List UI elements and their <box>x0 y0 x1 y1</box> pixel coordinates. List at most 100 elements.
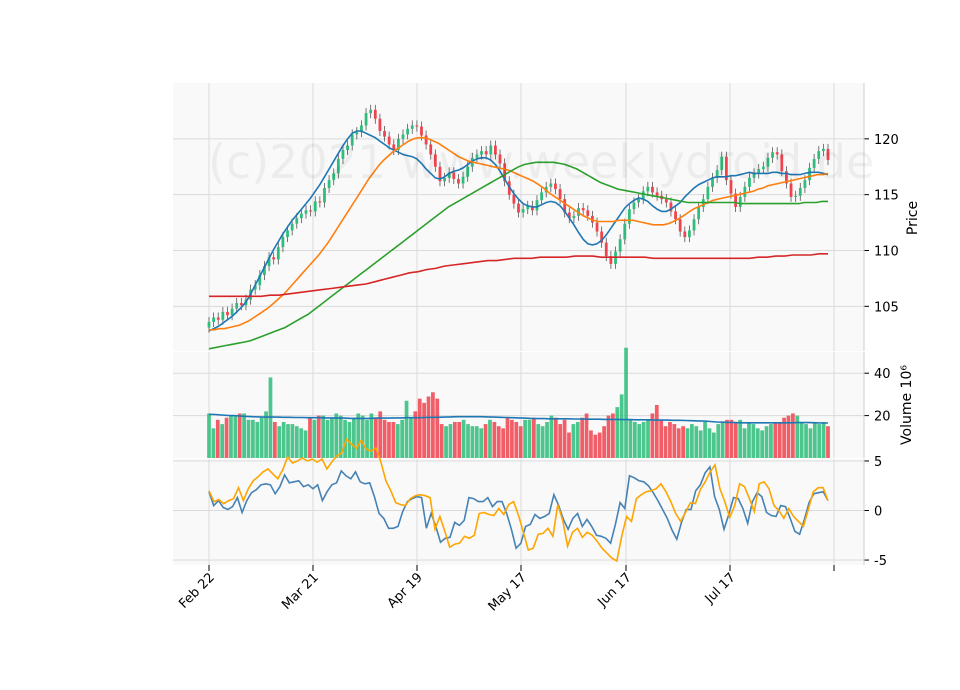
volume-bar <box>220 424 225 458</box>
volume-bar <box>707 428 712 458</box>
volume-bar <box>663 426 668 458</box>
candle-body <box>272 257 276 260</box>
volume-bar <box>808 428 813 458</box>
volume-bar <box>567 432 571 458</box>
volume-bar <box>312 419 317 458</box>
volume-bar <box>251 419 255 458</box>
volume-bar <box>755 428 760 458</box>
candle-body <box>318 201 322 203</box>
candle-body <box>683 231 687 238</box>
volume-ma-line <box>208 413 828 424</box>
volume-bar <box>804 424 808 458</box>
volume-bar <box>211 428 216 458</box>
volume-bar <box>373 417 378 458</box>
candle-body <box>295 218 299 224</box>
candle-body <box>290 223 294 231</box>
candle-body <box>581 208 585 211</box>
volume-bar <box>294 426 299 458</box>
volume-bar <box>352 417 356 458</box>
candle-body <box>332 173 336 181</box>
candle-body <box>373 109 377 119</box>
candle-body <box>378 118 382 132</box>
volume-bar <box>637 424 642 458</box>
volume-bar <box>812 421 817 458</box>
candle-body <box>494 145 497 155</box>
candle-body <box>715 170 719 178</box>
candle-body <box>313 201 317 212</box>
candle-body <box>609 256 613 264</box>
candle-body <box>530 205 534 211</box>
candle-body <box>549 183 553 187</box>
candle-body <box>267 257 271 267</box>
volume-bar <box>404 400 409 458</box>
candle-body <box>263 266 266 276</box>
candle-body <box>221 311 225 320</box>
volume-bar <box>426 396 431 458</box>
volume-bar <box>694 426 699 458</box>
candle-body <box>489 145 493 155</box>
volume-bar <box>409 417 413 458</box>
volume-bar <box>531 417 536 458</box>
volume-bar <box>338 415 343 458</box>
candle-body <box>369 109 373 114</box>
candle-body <box>738 196 742 207</box>
candle-body <box>752 173 756 178</box>
volume-bar <box>716 424 721 458</box>
volume-bar <box>782 417 786 458</box>
candle-body <box>595 222 599 232</box>
volume-bar <box>786 415 791 458</box>
volume-bar <box>246 419 251 458</box>
price-ytick-label: 120 <box>874 133 899 148</box>
candle-body <box>429 144 433 155</box>
price-ytick-label: 110 <box>874 245 899 260</box>
volume-bar <box>369 413 374 458</box>
volume-bar <box>646 419 650 458</box>
candle-body <box>554 183 557 190</box>
candle-body <box>826 148 830 161</box>
volume-bar <box>444 426 448 458</box>
volume-bar <box>483 424 488 458</box>
candle-body <box>327 180 331 188</box>
volume-bar <box>764 426 769 458</box>
volume-bar <box>628 419 633 458</box>
candle-body <box>401 134 405 139</box>
candle-body <box>817 151 821 159</box>
candle-body <box>443 177 446 182</box>
volume-bar <box>795 415 800 458</box>
candle-body <box>461 176 465 184</box>
volume-bar <box>439 424 444 458</box>
candle-body <box>655 192 659 196</box>
volume-bar <box>611 413 615 458</box>
volume-bar <box>711 432 716 458</box>
volume-bar <box>303 430 308 458</box>
candle-body <box>341 150 345 159</box>
volume-bar <box>431 392 435 458</box>
volume-bar <box>321 415 326 458</box>
volume-bar <box>479 428 484 458</box>
candle-body <box>355 132 359 135</box>
volume-bar <box>233 415 238 458</box>
volume-bar <box>676 428 681 458</box>
volume-bar <box>562 419 567 458</box>
volume-bar <box>457 421 462 458</box>
candle-body <box>457 179 460 184</box>
volume-bar <box>672 424 677 458</box>
candle-body <box>674 211 677 220</box>
volume-bar <box>553 417 558 458</box>
volume-bar <box>540 426 545 458</box>
candle-body <box>572 215 576 219</box>
candle-body <box>618 239 622 252</box>
volume-bar <box>799 421 804 458</box>
candle-body <box>734 193 737 207</box>
candle-body <box>646 186 650 192</box>
volume-bar <box>751 424 756 458</box>
candle-body <box>239 302 243 306</box>
volume-bar <box>773 421 778 458</box>
candle-body <box>475 154 479 158</box>
candle-body <box>212 317 216 322</box>
candle-body <box>383 131 386 137</box>
candle-body <box>771 152 774 158</box>
candle-body <box>207 321 211 328</box>
volume-bar <box>738 419 743 458</box>
volume-bar <box>400 419 405 458</box>
